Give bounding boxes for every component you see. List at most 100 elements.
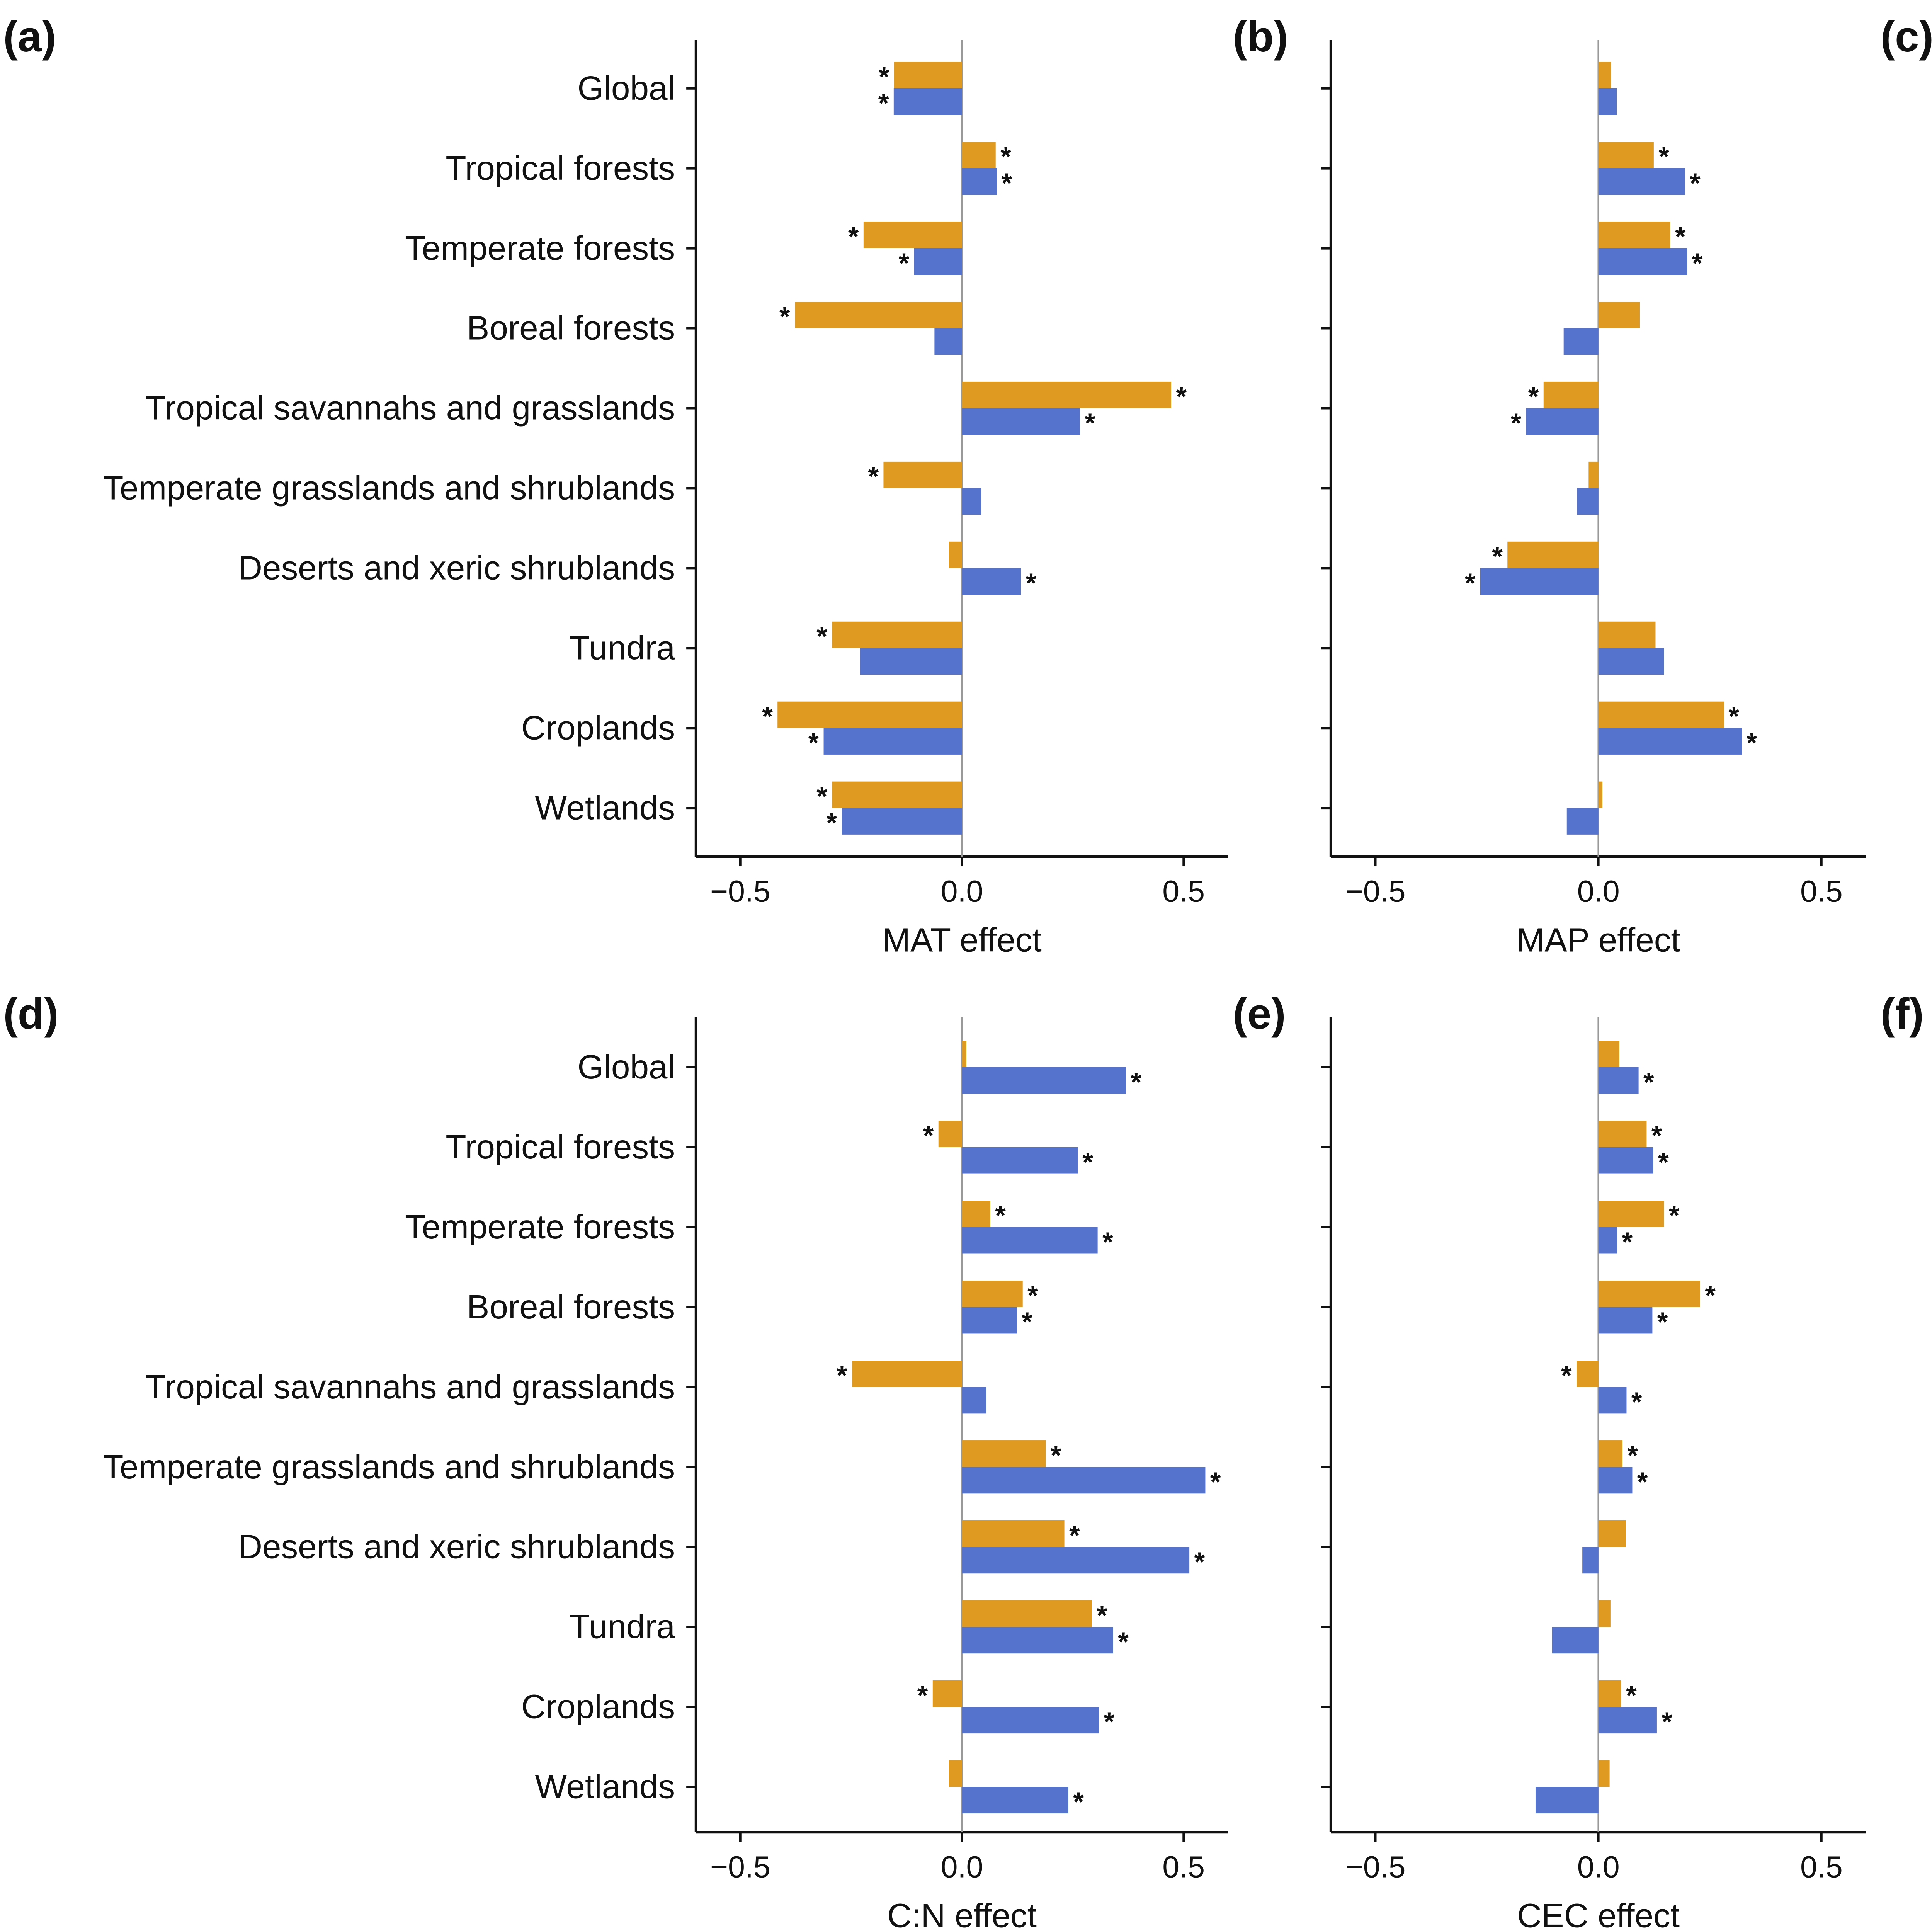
bar-topsoil bbox=[962, 1201, 990, 1227]
bar-subsoil bbox=[962, 1227, 1098, 1254]
significance-star: * bbox=[1118, 1626, 1129, 1657]
bar-subsoil bbox=[1598, 248, 1687, 275]
bar-subsoil bbox=[1598, 1307, 1653, 1334]
bar-topsoil bbox=[1598, 1600, 1611, 1627]
panel-label: (c) bbox=[1881, 12, 1932, 61]
significance-star: * bbox=[1026, 568, 1037, 598]
x-tick-label: 0.5 bbox=[1162, 874, 1205, 908]
significance-star: * bbox=[1690, 168, 1701, 198]
bar-topsoil bbox=[1507, 541, 1599, 568]
significance-star: * bbox=[1637, 1466, 1648, 1497]
category-label: Global bbox=[578, 69, 675, 107]
x-tick-label: 0.5 bbox=[1162, 1849, 1205, 1884]
bar-topsoil bbox=[1598, 1121, 1647, 1147]
category-label: Boreal forests bbox=[467, 309, 675, 347]
x-axis-label: MAT effect bbox=[882, 921, 1042, 959]
category-label: Wetlands bbox=[535, 1768, 675, 1806]
significance-star: * bbox=[1194, 1546, 1205, 1577]
bar-topsoil bbox=[1598, 1520, 1626, 1547]
bar-topsoil bbox=[894, 62, 962, 88]
bar-subsoil bbox=[1598, 168, 1685, 195]
bar-subsoil bbox=[962, 1387, 986, 1414]
bar-topsoil bbox=[962, 1600, 1092, 1627]
significance-star: * bbox=[1657, 1306, 1668, 1337]
significance-star: * bbox=[879, 61, 889, 92]
bar-subsoil bbox=[1598, 728, 1742, 755]
bar-subsoil bbox=[962, 1547, 1190, 1574]
category-label: Temperate grasslands and shrublands bbox=[103, 469, 675, 507]
significance-star: * bbox=[1626, 1680, 1637, 1710]
significance-star: * bbox=[1729, 701, 1740, 731]
significance-star: * bbox=[1492, 541, 1503, 571]
x-tick-label: 0.0 bbox=[1577, 1849, 1620, 1884]
significance-star: * bbox=[868, 461, 879, 492]
bar-subsoil bbox=[860, 648, 962, 675]
significance-star: * bbox=[1176, 381, 1187, 412]
significance-star: * bbox=[1622, 1226, 1633, 1257]
bar-topsoil bbox=[938, 1121, 962, 1147]
bar-topsoil bbox=[962, 1440, 1046, 1467]
bar-subsoil bbox=[962, 488, 982, 515]
x-tick-label: 0.5 bbox=[1800, 874, 1843, 908]
category-label: Croplands bbox=[521, 709, 675, 747]
bar-subsoil bbox=[1598, 1467, 1633, 1494]
bar-subsoil bbox=[914, 248, 962, 275]
significance-star: * bbox=[1465, 568, 1476, 598]
x-tick-label: 0.0 bbox=[1577, 874, 1620, 908]
bar-topsoil bbox=[962, 1041, 966, 1067]
bar-topsoil bbox=[932, 1680, 962, 1707]
x-tick-label: 0.5 bbox=[1800, 1849, 1843, 1884]
category-label: Global bbox=[578, 1048, 675, 1086]
significance-star: * bbox=[1662, 1706, 1672, 1737]
significance-star: * bbox=[1561, 1360, 1572, 1390]
bar-subsoil bbox=[962, 568, 1021, 595]
bar-subsoil bbox=[1598, 648, 1664, 675]
bar-topsoil bbox=[949, 541, 962, 568]
x-tick-label: −0.5 bbox=[1345, 874, 1406, 908]
bar-topsoil bbox=[1598, 301, 1640, 328]
significance-star: * bbox=[917, 1680, 928, 1710]
significance-star: * bbox=[1747, 728, 1757, 758]
bar-topsoil bbox=[1598, 62, 1611, 88]
bar-subsoil bbox=[1598, 1387, 1627, 1414]
bar-subsoil bbox=[962, 1627, 1113, 1654]
significance-star: * bbox=[923, 1120, 934, 1151]
category-label: Wetlands bbox=[535, 789, 675, 827]
panel-label: (f) bbox=[1881, 989, 1924, 1038]
significance-star: * bbox=[1692, 248, 1703, 278]
significance-star: * bbox=[762, 701, 773, 731]
significance-star: * bbox=[816, 781, 827, 811]
x-tick-label: −0.5 bbox=[1345, 1849, 1406, 1884]
category-label: Temperate forests bbox=[405, 229, 675, 267]
bar-subsoil bbox=[1582, 1547, 1599, 1574]
panel-label: (b) bbox=[1233, 12, 1288, 61]
bar-subsoil bbox=[823, 728, 962, 755]
x-axis-label: CEC effect bbox=[1517, 1896, 1680, 1932]
significance-star: * bbox=[1511, 408, 1522, 438]
bar-subsoil bbox=[1535, 1787, 1599, 1814]
significance-star: * bbox=[1027, 1280, 1038, 1311]
significance-star: * bbox=[1210, 1466, 1221, 1497]
significance-star: * bbox=[1631, 1386, 1642, 1417]
category-label: Deserts and xeric shrublands bbox=[238, 549, 675, 587]
bar-topsoil bbox=[1543, 381, 1599, 408]
bar-subsoil bbox=[962, 1307, 1017, 1334]
category-label: Temperate forests bbox=[405, 1208, 675, 1246]
significance-star: * bbox=[1131, 1066, 1142, 1097]
x-tick-label: 0.0 bbox=[941, 1849, 983, 1884]
bar-subsoil bbox=[842, 808, 962, 835]
bar-subsoil bbox=[1598, 88, 1617, 115]
bar-subsoil bbox=[893, 88, 962, 115]
significance-star: * bbox=[1001, 168, 1012, 198]
bar-subsoil bbox=[1566, 808, 1599, 835]
significance-star: * bbox=[848, 221, 859, 252]
bar-subsoil bbox=[962, 1707, 1099, 1734]
panel-label: (d) bbox=[3, 989, 58, 1038]
bar-topsoil bbox=[1598, 781, 1603, 808]
panel-d: (d) −0.5 0.0 0.5 C:N effect Global * Tropical f… bbox=[3, 989, 1228, 1932]
bar-subsoil bbox=[962, 168, 997, 195]
